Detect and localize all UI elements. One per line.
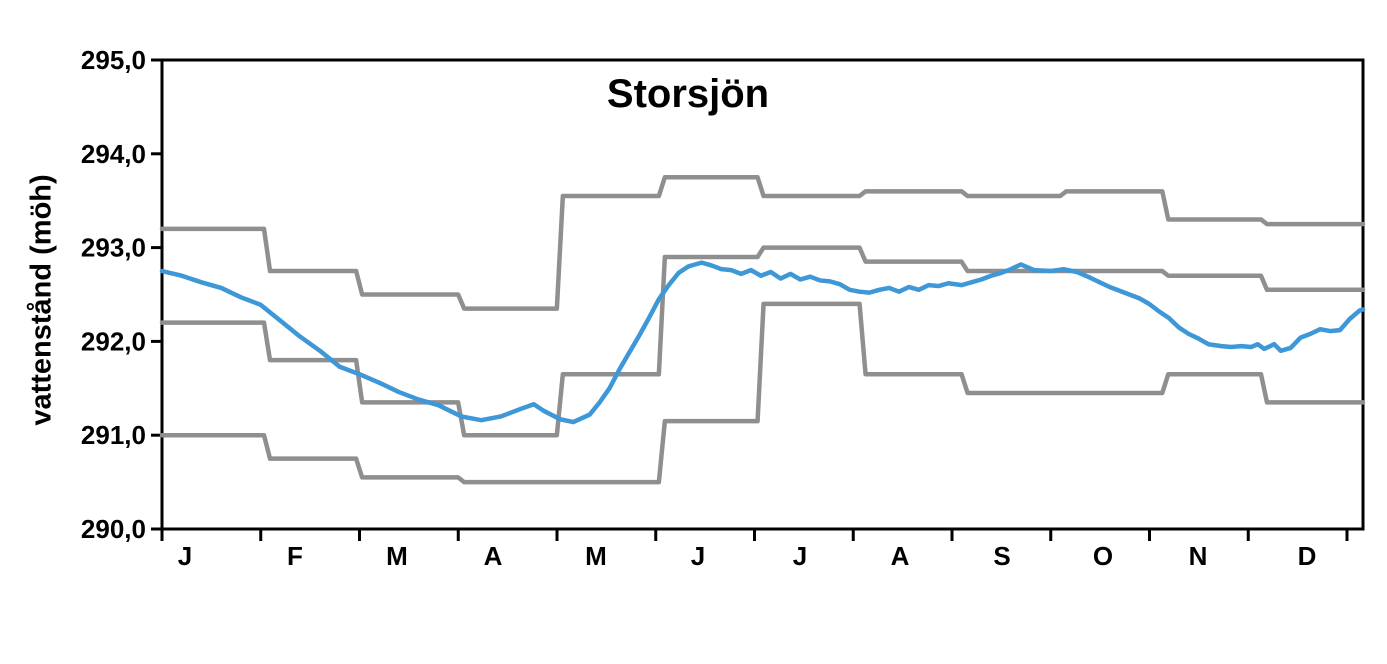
month-label: D — [1298, 541, 1317, 571]
month-label: J — [691, 541, 705, 571]
y-axis-title: vattenstånd (möh) — [25, 174, 58, 426]
month-label: S — [993, 541, 1010, 571]
month-label: A — [891, 541, 910, 571]
month-label: N — [1189, 541, 1208, 571]
month-label: A — [484, 541, 503, 571]
y-tick-label: 292,0 — [81, 326, 146, 356]
chart-title: Storsjön — [606, 72, 770, 116]
month-label: O — [1093, 541, 1113, 571]
month-label: F — [287, 541, 303, 571]
y-tick-label: 294,0 — [81, 139, 146, 169]
middle-band-line — [159, 245, 1366, 438]
y-tick-label: 290,0 — [81, 514, 146, 544]
month-label: M — [386, 541, 408, 571]
month-label: J — [178, 541, 192, 571]
upper-band-line — [159, 175, 1366, 311]
y-tick-label: 293,0 — [81, 233, 146, 263]
lower-band-line — [159, 301, 1366, 485]
plot-frame — [160, 58, 1365, 531]
water-level-line — [159, 260, 1366, 425]
y-tick-label: 291,0 — [81, 420, 146, 450]
y-tick-label: 295,0 — [81, 45, 146, 75]
month-label: J — [793, 541, 807, 571]
month-label: M — [585, 541, 607, 571]
